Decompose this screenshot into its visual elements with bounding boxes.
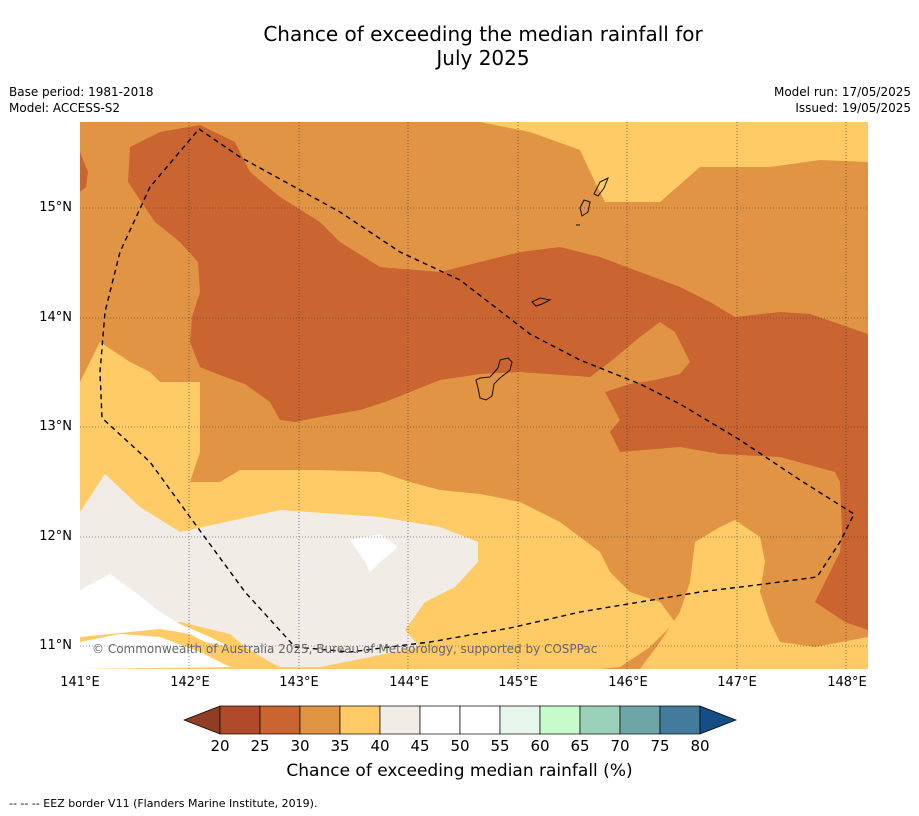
map-title: Chance of exceeding the median rainfall … xyxy=(0,22,919,70)
issued-date: Issued: 19/05/2025 xyxy=(795,101,911,115)
colorbar-swatch-65-70 xyxy=(579,705,621,735)
lon-label-144e: 144°E xyxy=(389,675,429,690)
region-45-55-corner xyxy=(80,634,230,669)
colorbar-tick-80: 80 xyxy=(690,737,710,755)
eez-footnote: -- -- -- EEZ border V11 (Flanders Marine… xyxy=(9,797,318,810)
gridlines xyxy=(80,122,868,669)
meta-left: Base period: 1981-2018 Model: ACCESS-S2 xyxy=(9,84,154,116)
colorbar-tick-60: 60 xyxy=(530,737,550,755)
rainfall-map: © Commonwealth of Australia 2025, Bureau… xyxy=(80,122,868,669)
title-line-1: Chance of exceeding the median rainfall … xyxy=(263,22,703,46)
islands xyxy=(475,176,609,401)
colorbar-tick-45: 45 xyxy=(410,737,430,755)
colorbar-swatch-55-60 xyxy=(499,705,541,735)
region-35-40-bottom-right xyxy=(640,520,868,669)
colorbar-swatch-75-80 xyxy=(659,705,701,735)
colorbar-tick-70: 70 xyxy=(610,737,630,755)
region-35-40-small-top xyxy=(638,124,666,131)
colorbar-tick-35: 35 xyxy=(330,737,350,755)
lat-label-15n: 15°N xyxy=(39,200,72,215)
colorbar-tick-75: 75 xyxy=(650,737,670,755)
colorbar-swatch-20-25 xyxy=(219,705,261,735)
lat-label-12n: 12°N xyxy=(39,529,72,544)
colorbar-swatch-40-45 xyxy=(379,705,421,735)
region-25-30-main xyxy=(128,125,868,630)
model-run: Model run: 17/05/2025 xyxy=(773,85,911,99)
region-35-40-top-right xyxy=(480,122,868,202)
colorbar-tick-50: 50 xyxy=(450,737,470,755)
lon-label-142e: 142°E xyxy=(170,675,210,690)
base-period: Base period: 1981-2018 xyxy=(9,85,154,99)
colorbar-tick-30: 30 xyxy=(290,737,310,755)
colorbar-tick-25: 25 xyxy=(250,737,270,755)
lat-label-11n: 11°N xyxy=(39,638,72,653)
region-25-30-left-edge xyxy=(80,152,88,192)
island-guam xyxy=(475,357,513,401)
copyright-notice: © Commonwealth of Australia 2025, Bureau… xyxy=(92,642,597,656)
colorbar-title: Chance of exceeding median rainfall (%) xyxy=(286,761,633,781)
lon-label-145e: 145°E xyxy=(498,675,538,690)
colorbar-swatch-35-40 xyxy=(339,705,381,735)
colorbar-swatch-60-65 xyxy=(539,705,581,735)
lon-label-146e: 146°E xyxy=(608,675,648,690)
lon-label-143e: 143°E xyxy=(279,675,319,690)
region-40-45 xyxy=(80,474,478,667)
lon-label-147e: 147°E xyxy=(717,675,757,690)
colorbar-swatch-70-75 xyxy=(619,705,661,735)
colorbar-swatch-25-30 xyxy=(259,705,301,735)
colorbar-extend-high xyxy=(699,705,737,735)
lat-label-13n: 13°N xyxy=(39,419,72,434)
colorbar-tick-20: 20 xyxy=(210,737,230,755)
colorbar-swatch-50-55 xyxy=(459,705,501,735)
lon-label-141e: 141°E xyxy=(60,675,100,690)
model-name: Model: ACCESS-S2 xyxy=(9,101,121,115)
meta-right: Model run: 17/05/2025 Issued: 19/05/2025 xyxy=(774,84,911,116)
colorbar-swatch-30-35 xyxy=(299,705,341,735)
island-rota xyxy=(531,297,552,307)
colorbar-tick-65: 65 xyxy=(570,737,590,755)
title-line-2: July 2025 xyxy=(436,46,530,70)
colorbar-swatch-45-50 xyxy=(419,705,461,735)
eez-border xyxy=(99,128,855,653)
lat-label-14n: 14°N xyxy=(39,310,72,325)
colorbar-tick-55: 55 xyxy=(490,737,510,755)
island-saipan xyxy=(593,176,609,197)
island-tinian xyxy=(579,199,591,217)
colorbar xyxy=(183,705,737,735)
region-45-55-small xyxy=(350,534,398,572)
colorbar-tick-40: 40 xyxy=(370,737,390,755)
lon-label-148e: 148°E xyxy=(827,675,867,690)
region-45-55-bottom-left xyxy=(80,574,230,647)
colorbar-extend-low xyxy=(183,705,221,735)
